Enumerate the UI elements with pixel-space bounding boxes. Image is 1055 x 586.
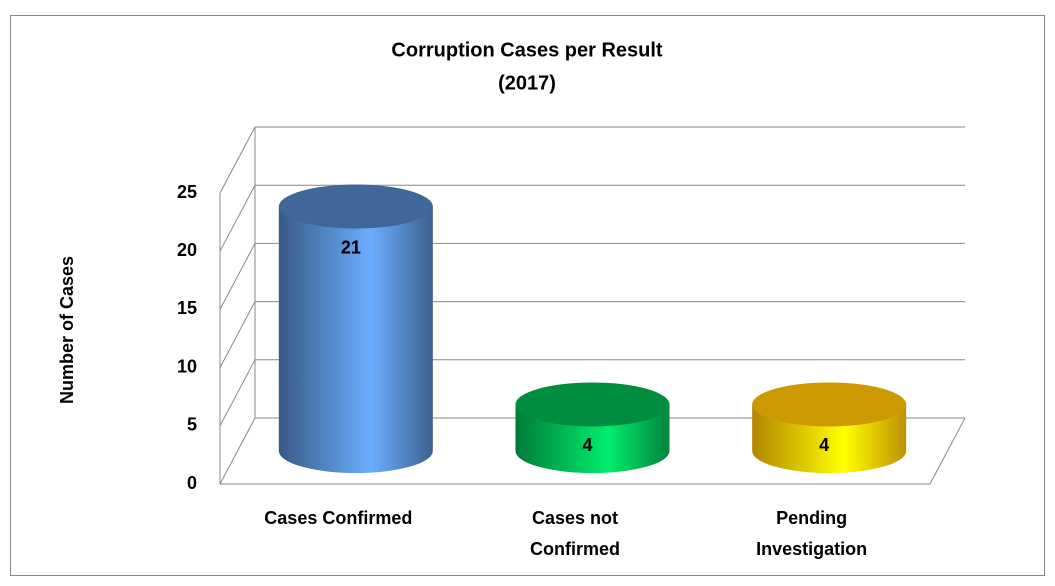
x-tick-label: Pending Investigation: [756, 508, 867, 559]
y-tick-label: 0: [187, 473, 197, 493]
side-grid-line: [219, 126, 256, 194]
y-axis-label: Number of Cases: [57, 256, 77, 404]
data-label: 4: [819, 435, 829, 455]
chart-subtitle: (2017): [498, 72, 556, 94]
data-label: 21: [341, 237, 361, 257]
floor: [220, 417, 966, 485]
side-grid-line: [219, 243, 256, 310]
side-grid-line: [219, 301, 256, 368]
data-label: 4: [582, 435, 592, 455]
side-grid-line: [219, 359, 256, 427]
side-grid-line: [219, 184, 256, 252]
y-tick-label: 25: [177, 182, 197, 202]
x-tick-label: Cases Confirmed: [264, 508, 412, 528]
bar-top: [278, 184, 433, 229]
y-tick-label: 15: [177, 298, 197, 318]
chart-border: [10, 15, 1045, 576]
y-tick-label: 10: [177, 356, 197, 376]
bar-top: [752, 382, 907, 427]
x-tick-label: Cases not Confirmed: [530, 508, 620, 559]
side-grid-line: [219, 417, 256, 485]
bar: [278, 206, 433, 473]
y-tick-label: 20: [177, 240, 197, 260]
chart-title: Corruption Cases per Result: [391, 39, 663, 61]
bar-top: [515, 382, 670, 427]
y-tick-label: 5: [187, 415, 197, 435]
